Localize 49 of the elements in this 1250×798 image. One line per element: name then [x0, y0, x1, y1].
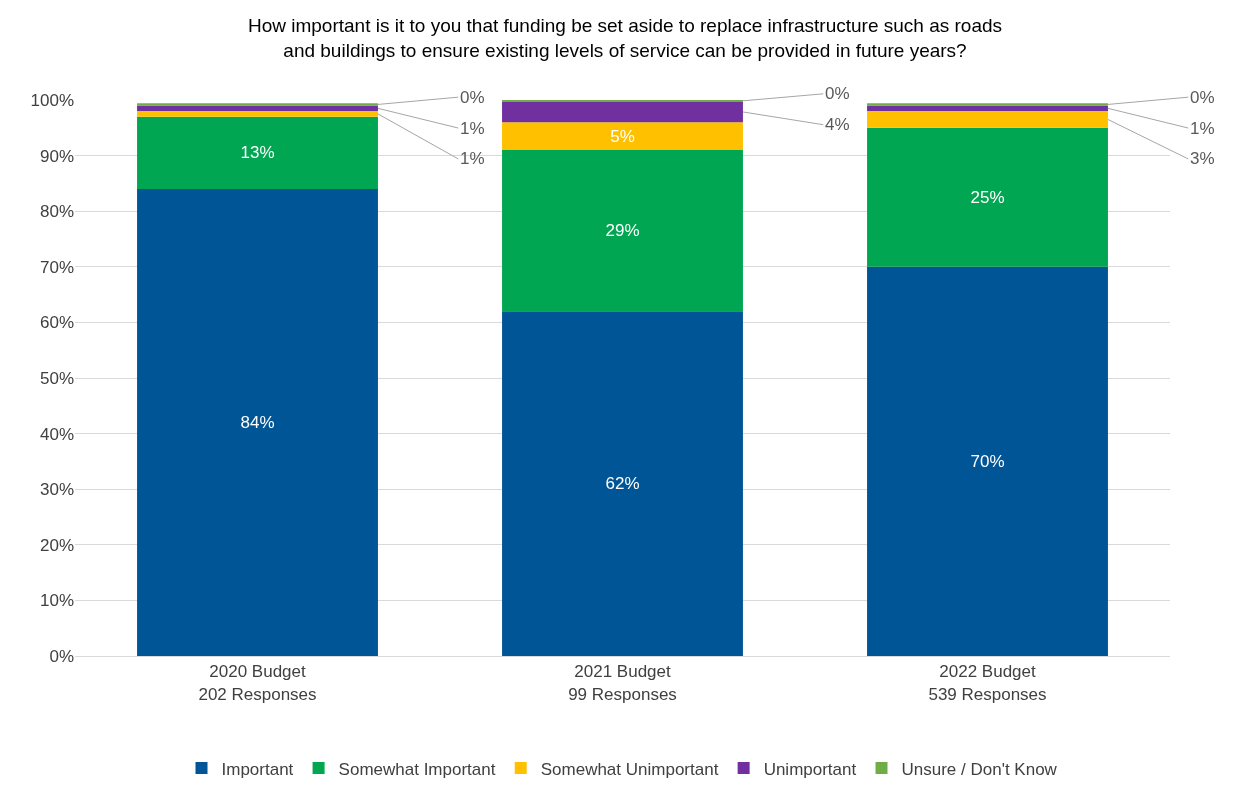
y-tick-label: 20%: [39, 535, 74, 555]
y-tick-label: 0%: [49, 646, 74, 666]
y-tick-label: 70%: [39, 257, 74, 277]
data-label: 62%: [605, 474, 640, 494]
bar: [502, 150, 743, 312]
legend-label: Unimportant: [763, 759, 857, 779]
data-label: 4%: [825, 115, 850, 134]
data-label: 1%: [460, 149, 485, 168]
bar: [502, 101, 743, 123]
data-label: 25%: [970, 187, 1005, 207]
data-label: 3%: [1190, 149, 1215, 168]
y-tick-label: 10%: [39, 591, 74, 611]
y-tick-label: 90%: [39, 146, 74, 166]
y-tick-label: 50%: [39, 368, 74, 388]
legend-label: Somewhat Unimportant: [540, 759, 719, 779]
legend-label: Important: [221, 759, 294, 779]
chart-title: How important is it to you that funding be set aside to replace infrastructure such as roads and buildings to ensure existing levels of service can be provided in future years?: [247, 14, 1003, 61]
data-label: 0%: [460, 88, 485, 107]
bar: [137, 188, 378, 656]
legend-label: Somewhat Important: [338, 759, 496, 779]
y-tick-label: 30%: [39, 480, 74, 500]
bar: [137, 111, 378, 117]
bar: [867, 105, 1108, 112]
data-label: 5%: [610, 126, 635, 146]
bar: [867, 111, 1108, 128]
legend-label: Unsure / Don't Know: [901, 759, 1058, 779]
bar: [137, 105, 378, 112]
data-label: 29%: [605, 221, 640, 241]
data-label: 0%: [825, 84, 850, 103]
data-label: 84%: [240, 412, 275, 432]
data-label: 13%: [240, 143, 275, 163]
data-label: 0%: [1190, 88, 1215, 107]
y-tick-label: 60%: [39, 313, 74, 333]
bar: [867, 103, 1108, 106]
bar: [137, 116, 378, 189]
y-tick-label: 80%: [39, 202, 74, 222]
data-label: 1%: [460, 119, 485, 138]
x-tick-label: 2022 Budget 539 Responses: [928, 662, 1047, 704]
bar: [867, 266, 1108, 656]
bar: [502, 122, 743, 151]
y-tick-label: 40%: [39, 424, 74, 444]
x-tick-label: 2020 Budget 202 Responses: [198, 662, 317, 704]
y-tick-label: 100%: [30, 90, 74, 110]
data-label: 1%: [1190, 119, 1215, 138]
data-label: 70%: [970, 451, 1005, 471]
bar: [137, 103, 378, 106]
bar: [867, 127, 1108, 267]
x-tick-label: 2021 Budget 99 Responses: [568, 662, 677, 704]
bar: [502, 311, 743, 656]
